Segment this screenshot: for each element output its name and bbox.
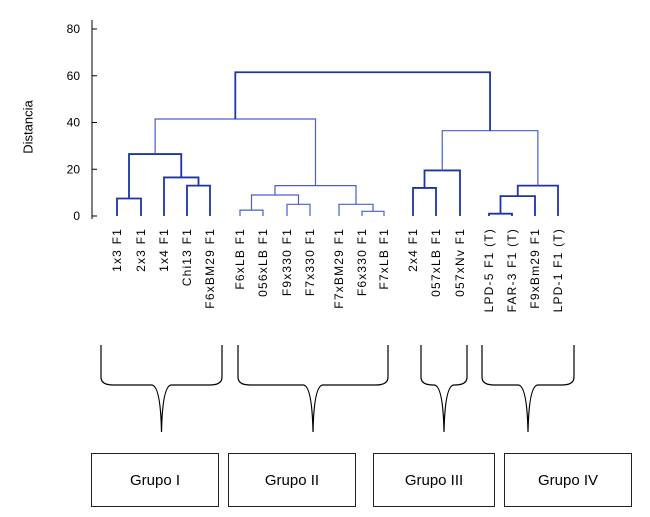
group-brace [420,345,468,433]
y-axis-label: Distancia [20,99,35,153]
leaf-label: 057xNv F1 [453,228,467,297]
dendrogram-link [154,118,317,186]
dendrogram-link [239,209,264,216]
leaf-label: FAR-3 F1 (T) [505,228,519,312]
group-label: Grupo II [264,471,320,489]
dendrogram-link [116,197,142,216]
dendrogram-link [423,169,461,216]
group-braces [100,345,575,433]
leaf-label: 056xLB F1 [256,228,270,297]
leaf-label: F6x330 F1 [355,228,369,296]
group-brace [100,345,223,433]
dendrogram-link [441,130,539,186]
leaf-label: F6xLB F1 [233,228,247,290]
dendrogram-link [516,184,559,216]
dendrogram-link [234,71,491,131]
leaf-label: 057xLB F1 [429,228,443,297]
dendrogram-link [250,194,300,211]
group-brace [481,345,575,433]
leaf-label: F7xLB F1 [377,228,391,290]
y-axis: 0 20 40 60 80 [67,20,97,223]
group-label-box: Grupo I [91,453,219,507]
leaf-label: LPD-1 F1 (T) [551,228,565,312]
y-tick-label: 60 [67,69,81,83]
leaf-label: F9xBm29 F1 [528,228,542,309]
group-label: Grupo I [129,471,181,489]
y-tick-label: 80 [67,22,81,36]
leaf-label: F9x330 F1 [280,228,294,296]
leaf-label: 1x4 F1 [157,228,171,272]
group-label-box: Grupo IV [504,453,632,507]
group-label-box: Grupo III [373,453,495,507]
dendrogram-link [488,212,513,216]
group-label-box: Grupo II [228,453,356,507]
leaf-label: LPD-5 F1 (T) [482,228,496,312]
dendrogram-link [274,185,357,205]
dendrogram-link [128,153,183,199]
y-tick-label: 0 [73,209,80,223]
dendrogram-link [412,187,437,216]
dendrogram-link [186,184,211,216]
dendrogram-link [163,176,200,216]
leaf-labels: 1x3 F1 2x3 F1 1x4 F1 Chi13 F1 F6xBM29 F1 F6xL… [110,228,565,312]
dendrogram-links [116,71,559,216]
leaf-label: F7xBM29 F1 [332,228,346,309]
dendrogram-link [361,210,385,216]
group-label: Grupo III [404,471,464,489]
y-tick-label: 20 [67,162,81,176]
leaf-label: F6xBM29 F1 [203,228,217,309]
group-brace [237,345,389,433]
leaf-label: 2x3 F1 [134,228,148,272]
y-tick-label: 40 [67,116,81,130]
leaf-label: 2x4 F1 [406,228,420,272]
leaf-label: 1x3 F1 [110,228,124,272]
leaf-label: Chi13 F1 [180,228,194,286]
leaf-label: F7x330 F1 [303,228,317,296]
dendrogram-link [338,203,374,216]
group-label: Grupo IV [537,471,599,489]
dendrogram-link [286,203,311,216]
